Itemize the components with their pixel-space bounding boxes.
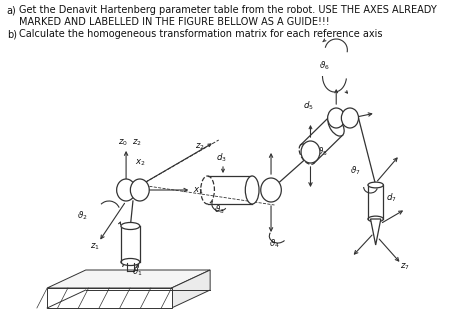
Polygon shape bbox=[47, 270, 210, 288]
Text: $\vartheta_4$: $\vartheta_4$ bbox=[269, 237, 280, 250]
Ellipse shape bbox=[121, 259, 140, 266]
Circle shape bbox=[328, 108, 345, 128]
Circle shape bbox=[130, 179, 149, 201]
Text: $d_3$: $d_3$ bbox=[216, 151, 227, 163]
Text: $z_7$: $z_7$ bbox=[400, 262, 410, 273]
Ellipse shape bbox=[246, 176, 259, 204]
Circle shape bbox=[117, 179, 136, 201]
Text: a): a) bbox=[7, 5, 17, 15]
Text: $z_1$: $z_1$ bbox=[90, 241, 100, 252]
Ellipse shape bbox=[299, 144, 315, 164]
Text: $\vartheta_7$: $\vartheta_7$ bbox=[350, 164, 361, 177]
Text: $x_2$: $x_2$ bbox=[135, 157, 145, 168]
Circle shape bbox=[341, 108, 358, 128]
Polygon shape bbox=[47, 288, 172, 308]
Text: $d_7$: $d_7$ bbox=[386, 191, 397, 204]
Text: $\vartheta_6$: $\vartheta_6$ bbox=[319, 59, 330, 71]
Text: $\vartheta_1$: $\vartheta_1$ bbox=[132, 265, 143, 278]
Text: Get the Denavit Hartenberg parameter table from the robot. USE THE AXES ALREADY: Get the Denavit Hartenberg parameter tab… bbox=[19, 5, 437, 15]
Text: $\vartheta_3$: $\vartheta_3$ bbox=[214, 203, 225, 215]
Text: $\vartheta_5$: $\vartheta_5$ bbox=[318, 145, 328, 157]
Text: $\vartheta_2$: $\vartheta_2$ bbox=[77, 209, 88, 221]
Text: $d_5$: $d_5$ bbox=[303, 99, 314, 112]
Text: $z_2$: $z_2$ bbox=[132, 137, 142, 147]
Text: $z_0$: $z_0$ bbox=[118, 137, 128, 147]
Text: $z_2$: $z_2$ bbox=[195, 141, 205, 151]
Ellipse shape bbox=[368, 216, 383, 222]
Ellipse shape bbox=[121, 222, 140, 229]
Circle shape bbox=[261, 178, 282, 202]
Ellipse shape bbox=[201, 176, 214, 204]
Text: $x_1$: $x_1$ bbox=[193, 185, 204, 196]
Text: b): b) bbox=[7, 29, 17, 39]
Ellipse shape bbox=[328, 116, 344, 136]
Polygon shape bbox=[172, 270, 210, 308]
Polygon shape bbox=[371, 219, 381, 245]
Ellipse shape bbox=[368, 182, 383, 188]
Text: Calculate the homogeneous transformation matrix for each reference axis: Calculate the homogeneous transformation… bbox=[19, 29, 383, 39]
Text: MARKED AND LABELLED IN THE FIGURE BELLOW AS A GUIDE!!!: MARKED AND LABELLED IN THE FIGURE BELLOW… bbox=[19, 17, 329, 27]
Circle shape bbox=[301, 141, 320, 163]
